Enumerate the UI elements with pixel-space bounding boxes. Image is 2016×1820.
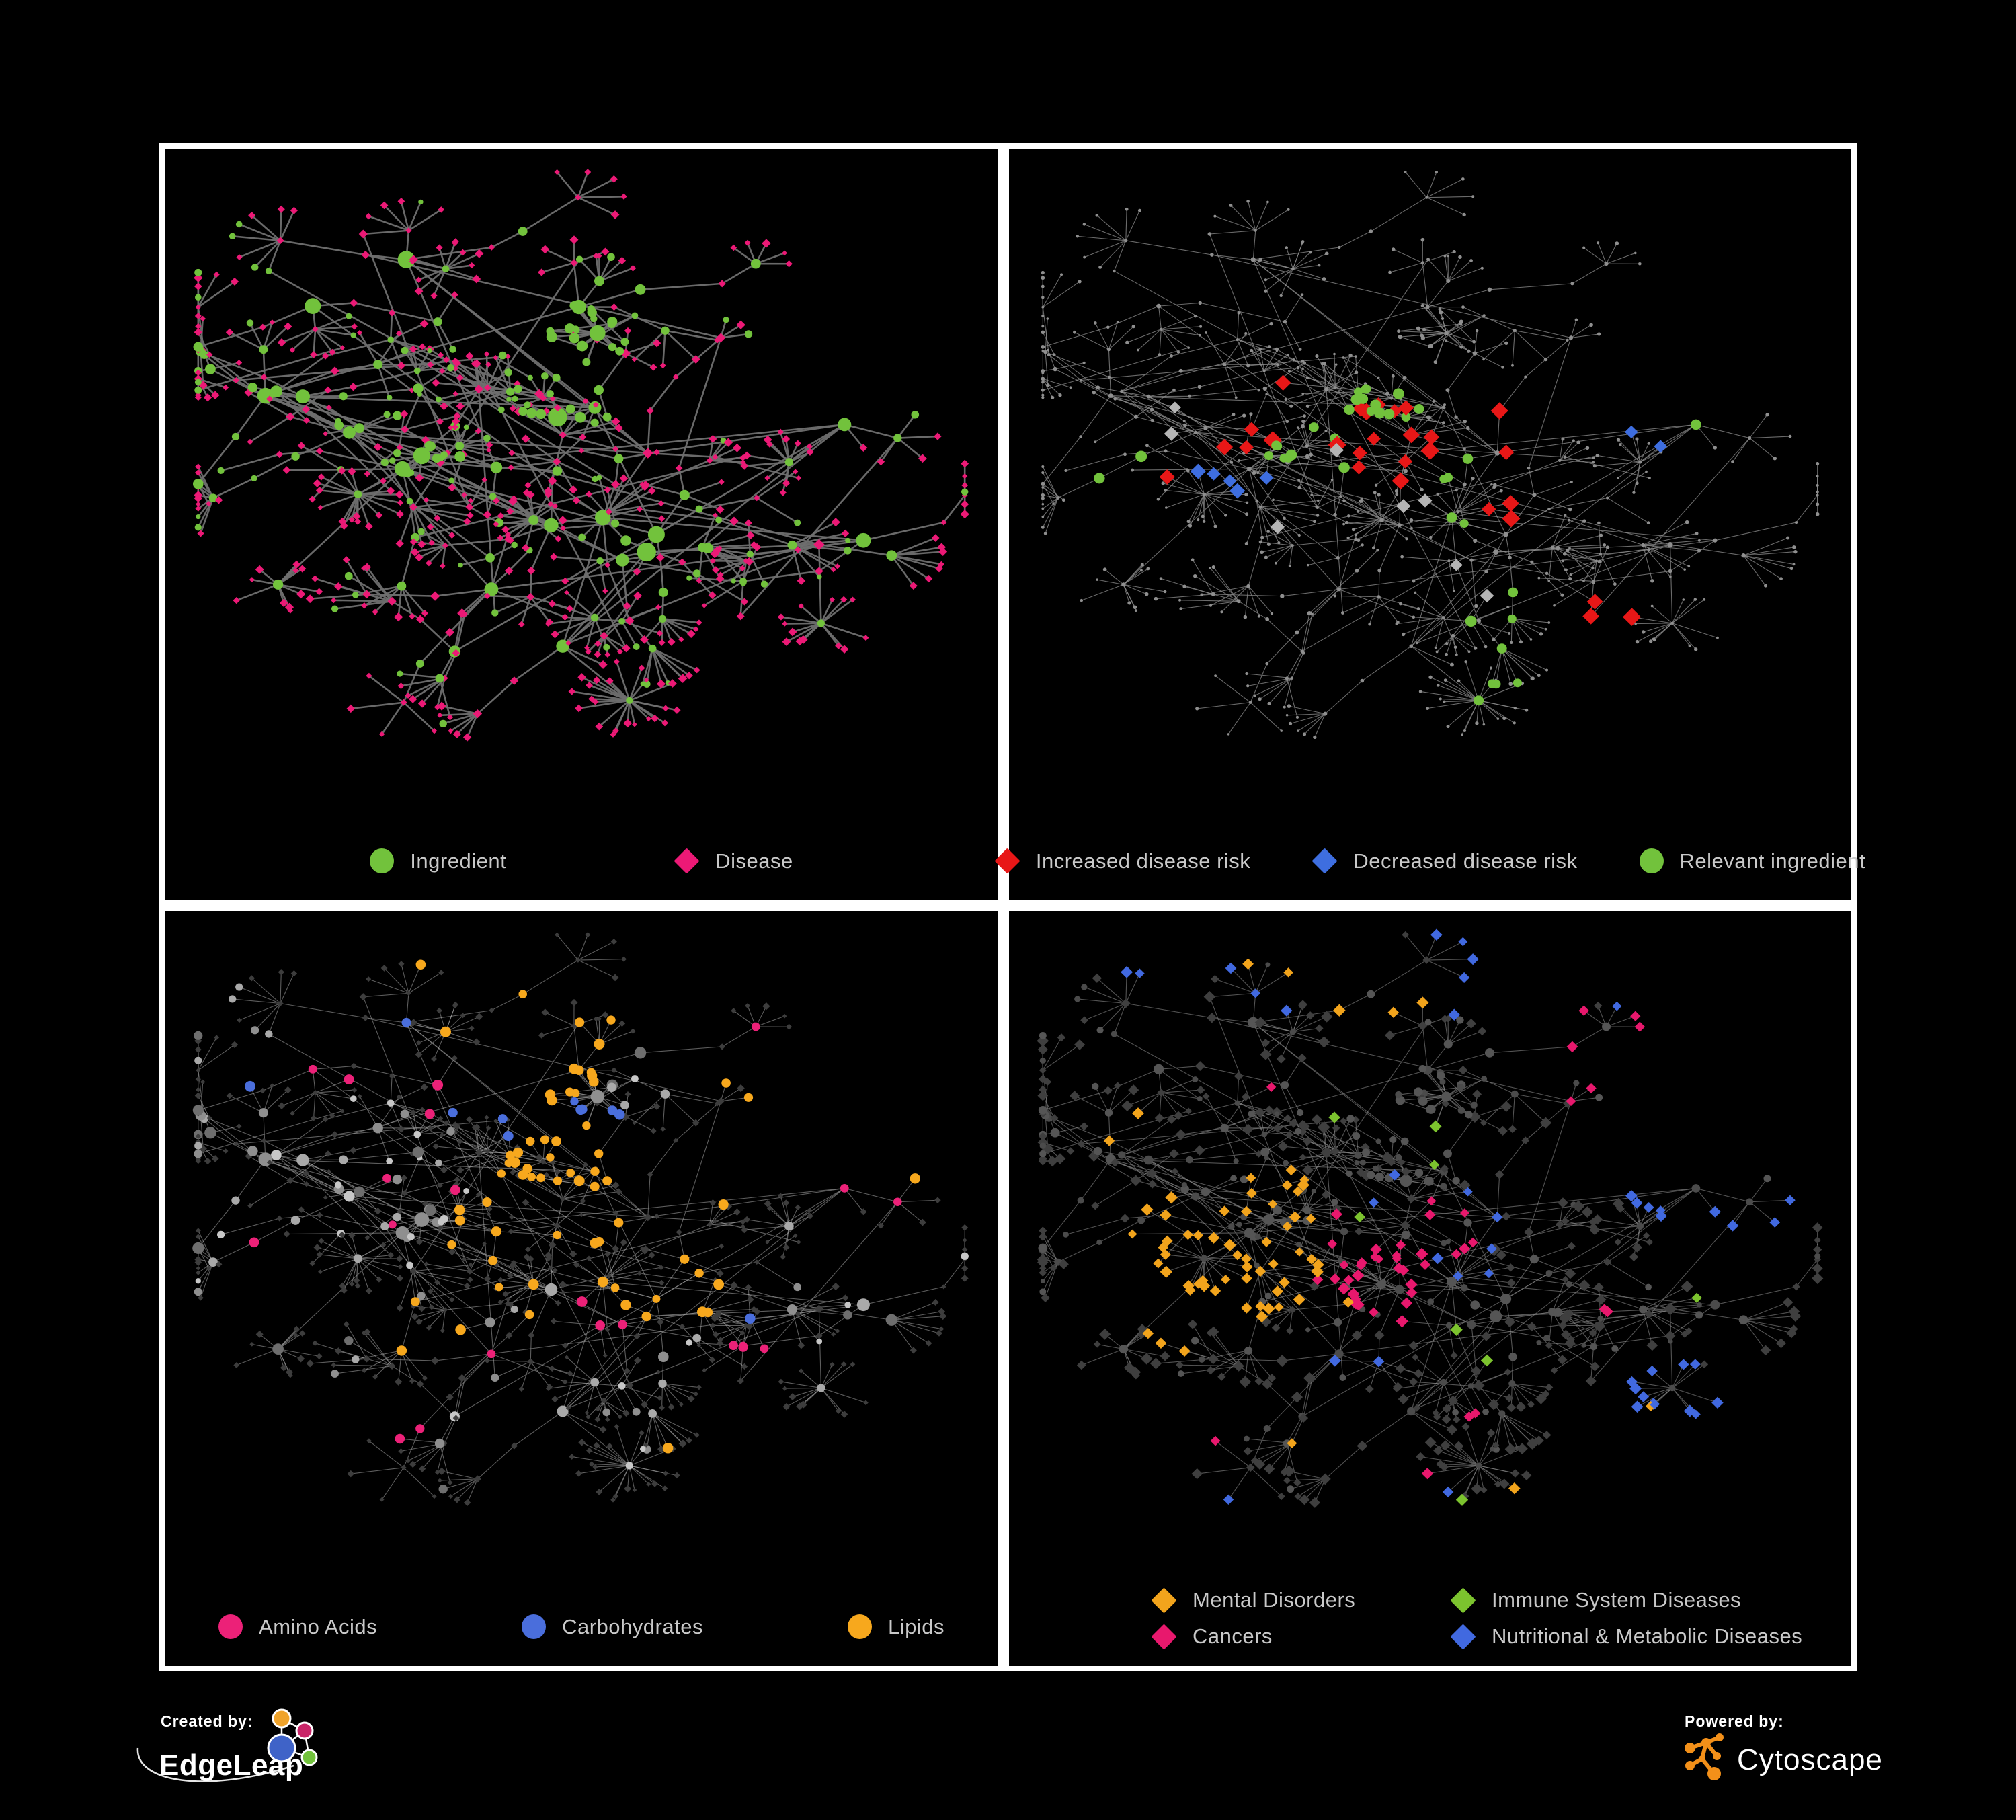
immune-system-diseases-marker <box>1450 1587 1476 1614</box>
legend-item-immune-system-diseases: Immune System Diseases <box>1450 1587 1802 1614</box>
powered-by-label: Powered by: <box>1685 1712 1784 1730</box>
panel-1-legend: Increased disease risk Decreased disease … <box>994 848 1865 874</box>
carbohydrates-marker <box>522 1614 547 1639</box>
legend-item-lipids: Lipids <box>847 1614 944 1639</box>
edgeleap-swoosh <box>136 1747 294 1782</box>
legend-item-relevant-ingredient: Relevant ingredient <box>1639 848 1866 873</box>
edgeleap-magenta-node <box>295 1721 314 1740</box>
legend-item-increased-disease-risk: Increased disease risk <box>994 848 1251 874</box>
legend-label: Nutritional & Metabolic Diseases <box>1492 1624 1803 1648</box>
legend-label: Disease <box>715 848 793 873</box>
panel-disease-risk: Increased disease risk Decreased disease … <box>994 143 1865 906</box>
edgeleap-orange-node <box>272 1708 292 1729</box>
edgeleap-blue-node <box>267 1733 296 1763</box>
edgeleap-logo: Created by: EdgeLeap <box>136 1708 318 1782</box>
panel-0-legend: Ingredient Disease <box>165 848 998 874</box>
edgeleap-logo-nodes <box>267 1708 318 1766</box>
disease-categories-network-graph <box>1037 928 1824 1508</box>
legend-item-disease: Disease <box>674 848 793 874</box>
relevant-ingredient-marker <box>1639 848 1664 873</box>
legend-item-nutritional-metabolic-diseases: Nutritional & Metabolic Diseases <box>1450 1623 1803 1650</box>
panel-3-legend: Mental Disorders Immune System Diseases Ca… <box>1009 1587 1851 1650</box>
legend-label: Relevant ingredient <box>1679 848 1866 873</box>
disease-risk-network-graph <box>1041 170 1820 740</box>
cytoscape-icon <box>1685 1733 1724 1780</box>
legend-label: Lipids <box>887 1614 944 1638</box>
legend-label: Carbohydrates <box>562 1614 703 1638</box>
legend-item-decreased-disease-risk: Decreased disease risk <box>1312 848 1578 874</box>
legend-label: Ingredient <box>410 848 507 873</box>
ingredients-diseases-network-graph <box>193 169 969 742</box>
legend-item-ingredient: Ingredient <box>370 848 506 873</box>
disease-marker <box>674 848 700 874</box>
legend-label: Mental Disorders <box>1193 1588 1356 1612</box>
panel-disease-categories: Mental Disorders Immune System Diseases Ca… <box>1004 906 1857 1671</box>
cancers-marker <box>1151 1623 1177 1650</box>
legend-label: Immune System Diseases <box>1492 1588 1742 1612</box>
legend-label: Amino Acids <box>259 1614 378 1638</box>
mental-disorders-marker <box>1151 1587 1177 1614</box>
cytoscape-brand: Cytoscape <box>1737 1743 1883 1776</box>
nutritional-metabolic-diseases-marker <box>1450 1623 1476 1650</box>
lipids-marker <box>847 1614 872 1639</box>
legend-label: Increased disease risk <box>1035 848 1251 873</box>
decreased-disease-risk-marker <box>1312 848 1338 874</box>
cytoscape-attribution: Powered by: <box>1675 1708 1958 1802</box>
legend-label: Cancers <box>1193 1624 1273 1648</box>
legend-item-mental-disorders: Mental Disorders <box>1151 1587 1451 1614</box>
created-by-label: Created by: <box>161 1712 253 1730</box>
panel-ingredients-diseases: Ingredient Disease <box>159 143 1004 906</box>
legend-item-carbohydrates: Carbohydrates <box>522 1614 703 1639</box>
amino-acids-marker <box>218 1614 243 1639</box>
cytoscape-logo: Powered by: <box>1685 1712 1883 1780</box>
increased-disease-risk-marker <box>994 848 1020 874</box>
ingredient-marker <box>370 848 395 873</box>
panel-nutrient-groups: Amino Acids Carbohydrates Lipids <box>159 906 1004 1671</box>
legend-item-cancers: Cancers <box>1151 1623 1451 1650</box>
edgeleap-green-node <box>300 1749 318 1766</box>
legend-item-amino-acids: Amino Acids <box>218 1614 377 1639</box>
edgeleap-attribution: Created by: EdgeLeap <box>131 1706 373 1820</box>
legend-label: Decreased disease risk <box>1353 848 1578 873</box>
panel-2-legend: Amino Acids Carbohydrates Lipids <box>165 1614 998 1639</box>
nutrient-groups-network-graph <box>192 932 969 1507</box>
